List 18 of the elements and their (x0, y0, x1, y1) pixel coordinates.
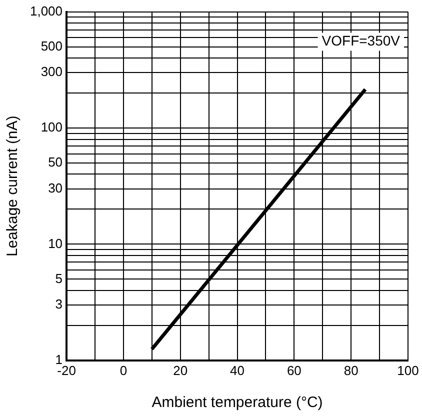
y-tick-label: 30 (48, 180, 63, 196)
y-tick-label: 100 (40, 120, 63, 135)
x-tick-label: 20 (173, 362, 188, 378)
annotation: VOFF=350V (322, 32, 401, 49)
y-tick-label: 500 (40, 38, 63, 54)
y-tick-label: 10 (48, 236, 63, 251)
y-tick-label: 5 (55, 270, 63, 286)
y-tick-label: 1,000 (30, 3, 63, 18)
y-tick-label: 50 (48, 154, 63, 170)
x-tick-label: 0 (120, 362, 128, 378)
y-tick-label: 300 (40, 64, 63, 80)
y-tick-label: 3 (55, 296, 63, 312)
x-tick-label: 100 (397, 362, 419, 378)
x-tick-label: 80 (344, 362, 358, 378)
x-axis-title: Ambient temperature (°C) (152, 394, 323, 412)
x-tick-label: 40 (230, 362, 244, 378)
x-tick-label: 60 (286, 362, 302, 378)
y-axis-title: Leakage current (nA) (4, 116, 22, 257)
